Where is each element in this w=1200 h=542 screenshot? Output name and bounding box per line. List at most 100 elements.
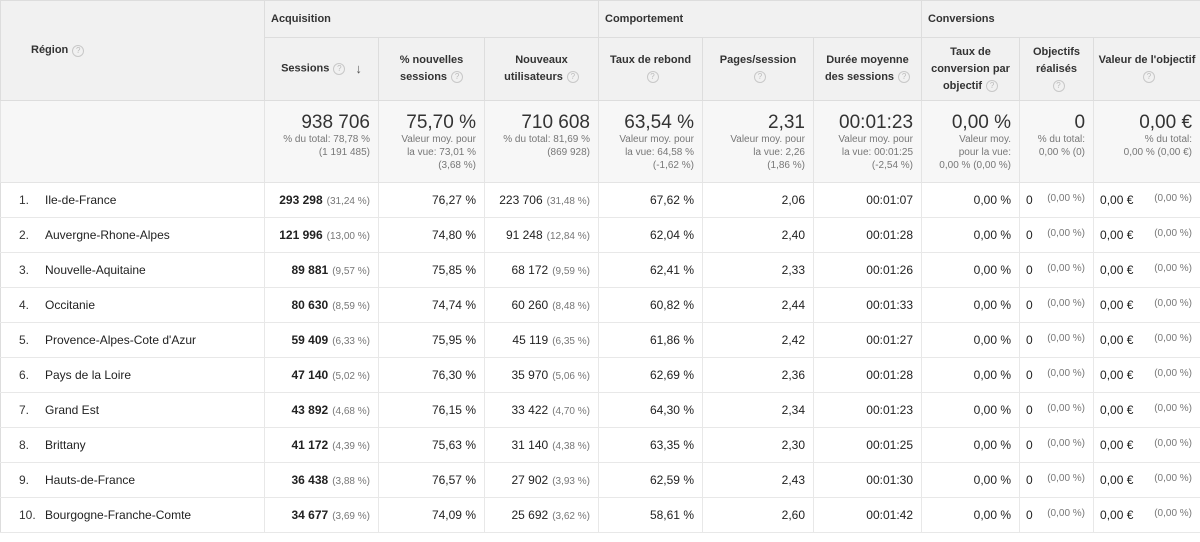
new-users-percent: (3,62 %) <box>552 511 590 522</box>
pct-new-cell: 76,27 % <box>378 182 485 218</box>
table-row: 9. Hauts-de-France 36 438 (3,88 %) 76,57 %… <box>0 462 1200 498</box>
goal-value-cell: 0,00 € (0,00 %) <box>1093 217 1200 253</box>
conversion-cell: 0,00 % <box>921 427 1020 463</box>
region-cell: 4. Occitanie <box>0 287 265 323</box>
new-users-percent: (12,84 %) <box>546 231 590 242</box>
region-link[interactable]: Provence-Alpes-Cote d'Azur <box>45 333 197 347</box>
region-cell: 6. Pays de la Loire <box>0 357 265 393</box>
table-row: 2. Auvergne-Rhone-Alpes 121 996 (13,00 %) … <box>0 217 1200 253</box>
sessions-cell: 34 677 (3,69 %) <box>264 497 379 533</box>
new-users-value: 33 422 <box>511 403 549 417</box>
help-icon[interactable]: ? <box>898 71 911 84</box>
pct-new-cell: 76,57 % <box>378 462 485 498</box>
table-row: 3. Nouvelle-Aquitaine 89 881 (9,57 %) 75,8… <box>0 252 1200 288</box>
region-link[interactable]: Bourgogne-Franche-Comte <box>45 508 192 522</box>
row-index: 2. <box>19 228 30 242</box>
pct-new-cell: 75,63 % <box>378 427 485 463</box>
pct-new-sessions-column-header[interactable]: % nouvelles sessions? <box>378 37 485 101</box>
pages-cell: 2,36 <box>702 357 814 393</box>
region-link[interactable]: Ile-de-France <box>45 193 117 207</box>
duration-cell: 00:01:27 <box>812 322 922 358</box>
help-icon[interactable]: ? <box>1143 71 1156 84</box>
help-icon[interactable]: ? <box>754 71 766 84</box>
total-value: 710 608 <box>521 112 590 133</box>
sessions-value: 121 996 <box>279 228 323 242</box>
conversion-cell: 0,00 % <box>921 182 1020 218</box>
goals-value: 0 <box>1026 473 1033 487</box>
help-icon[interactable]: ? <box>646 71 659 84</box>
region-link[interactable]: Pays de la Loire <box>45 368 132 382</box>
goal-value-percent: (0,00 %) <box>1154 438 1193 449</box>
region-link[interactable]: Brittany <box>45 438 86 452</box>
region-cell: 10. Bourgogne-Franche-Comte <box>0 497 265 533</box>
table-row: 8. Brittany 41 172 (4,39 %) 75,63 % 31 140… <box>0 427 1200 463</box>
duration-cell: 00:01:25 <box>812 427 922 463</box>
conversion-rate-column-header[interactable]: Taux de conversion par objectif? <box>921 37 1021 101</box>
goal-value-percent: (0,00 %) <box>1154 263 1193 274</box>
sessions-column-header[interactable]: Sessions? ↓ <box>264 37 379 101</box>
help-icon[interactable]: ? <box>333 62 346 75</box>
region-cell: 8. Brittany <box>0 427 265 463</box>
new-users-percent: (5,06 %) <box>552 371 590 382</box>
table-row: 10. Bourgogne-Franche-Comte 34 677 (3,69 %… <box>0 497 1200 533</box>
help-icon[interactable]: ? <box>986 79 999 92</box>
new-users-value: 91 248 <box>505 228 543 242</box>
sort-descending-icon[interactable]: ↓ <box>355 61 362 77</box>
region-link[interactable]: Nouvelle-Aquitaine <box>45 263 146 277</box>
conversion-cell: 0,00 % <box>921 322 1020 358</box>
sessions-cell: 59 409 (6,33 %) <box>264 322 379 358</box>
region-link[interactable]: Auvergne-Rhone-Alpes <box>45 228 170 242</box>
goals-percent: (0,00 %) <box>1047 438 1086 449</box>
pages-cell: 2,33 <box>702 252 814 288</box>
bounce-cell: 62,04 % <box>598 217 703 253</box>
sessions-label: Sessions <box>281 62 330 75</box>
new-users-percent: (8,48 %) <box>552 301 590 312</box>
region-link[interactable]: Occitanie <box>45 298 96 312</box>
duration-cell: 00:01:28 <box>812 217 922 253</box>
goal-value: 0,00 € <box>1100 193 1134 207</box>
pages-cell: 2,06 <box>702 182 814 218</box>
bounce-cell: 58,61 % <box>598 497 703 533</box>
pages-session-column-header[interactable]: Pages/session? <box>702 37 814 101</box>
goal-value-column-header[interactable]: Valeur de l'objectif? <box>1093 37 1200 101</box>
pct-new-cell: 74,80 % <box>378 217 485 253</box>
total-pct-new-sessions: 75,70 % Valeur moy. pour la vue: 73,01 %… <box>378 100 485 183</box>
sessions-percent: (8,59 %) <box>332 301 370 312</box>
help-icon[interactable]: ? <box>451 71 464 84</box>
new-users-percent: (3,93 %) <box>552 476 590 487</box>
region-cell: 3. Nouvelle-Aquitaine <box>0 252 265 288</box>
region-link[interactable]: Grand Est <box>45 403 100 417</box>
sessions-cell: 89 881 (9,57 %) <box>264 252 379 288</box>
help-icon[interactable]: ? <box>566 71 579 84</box>
total-sub: % du total: <box>1037 134 1086 145</box>
bounce-rate-column-header[interactable]: Taux de rebond? <box>598 37 703 101</box>
pct-new-cell: 75,85 % <box>378 252 485 288</box>
help-icon[interactable]: ? <box>1052 79 1065 92</box>
help-icon[interactable]: ? <box>72 44 85 57</box>
total-sub: la vue: 2,26 <box>753 147 805 158</box>
total-sub: la vue: 00:01:25 <box>841 147 914 158</box>
goals-value: 0 <box>1026 298 1033 312</box>
avg-duration-column-header[interactable]: Durée moyenne des sessions? <box>812 37 923 101</box>
new-users-cell: 35 970 (5,06 %) <box>484 357 599 393</box>
table-row: 4. Occitanie 80 630 (8,59 %) 74,74 % 60 26… <box>0 287 1200 323</box>
region-link[interactable]: Hauts-de-France <box>45 473 136 487</box>
new-users-cell: 25 692 (3,62 %) <box>484 497 599 533</box>
goals-percent: (0,00 %) <box>1047 333 1086 344</box>
table-row: 6. Pays de la Loire 47 140 (5,02 %) 76,30 … <box>0 357 1200 393</box>
goals-completed-column-header[interactable]: Objectifs réalisés? <box>1019 37 1095 101</box>
goals-completed-label: Objectifs réalisés <box>1032 45 1081 75</box>
new-users-cell: 60 260 (8,48 %) <box>484 287 599 323</box>
totals-row: 938 706 % du total: 78,78 % (1 191 485) … <box>0 100 1200 183</box>
avg-duration-label: Durée moyenne des sessions <box>824 54 909 83</box>
pct-new-cell: 74,74 % <box>378 287 485 323</box>
pages-cell: 2,60 <box>702 497 814 533</box>
new-users-percent: (4,38 %) <box>552 441 590 452</box>
total-pages-session: 2,31 Valeur moy. pour la vue: 2,26 (1,86… <box>702 100 814 183</box>
bounce-rate-label: Taux de rebond <box>609 54 692 66</box>
region-column-header[interactable]: Région? <box>0 0 265 101</box>
pages-session-label: Pages/session <box>719 54 797 66</box>
goals-cell: 0 (0,00 %) <box>1019 427 1094 463</box>
goals-percent: (0,00 %) <box>1047 228 1086 239</box>
new-users-column-header[interactable]: Nouveaux utilisateurs? <box>484 37 599 101</box>
